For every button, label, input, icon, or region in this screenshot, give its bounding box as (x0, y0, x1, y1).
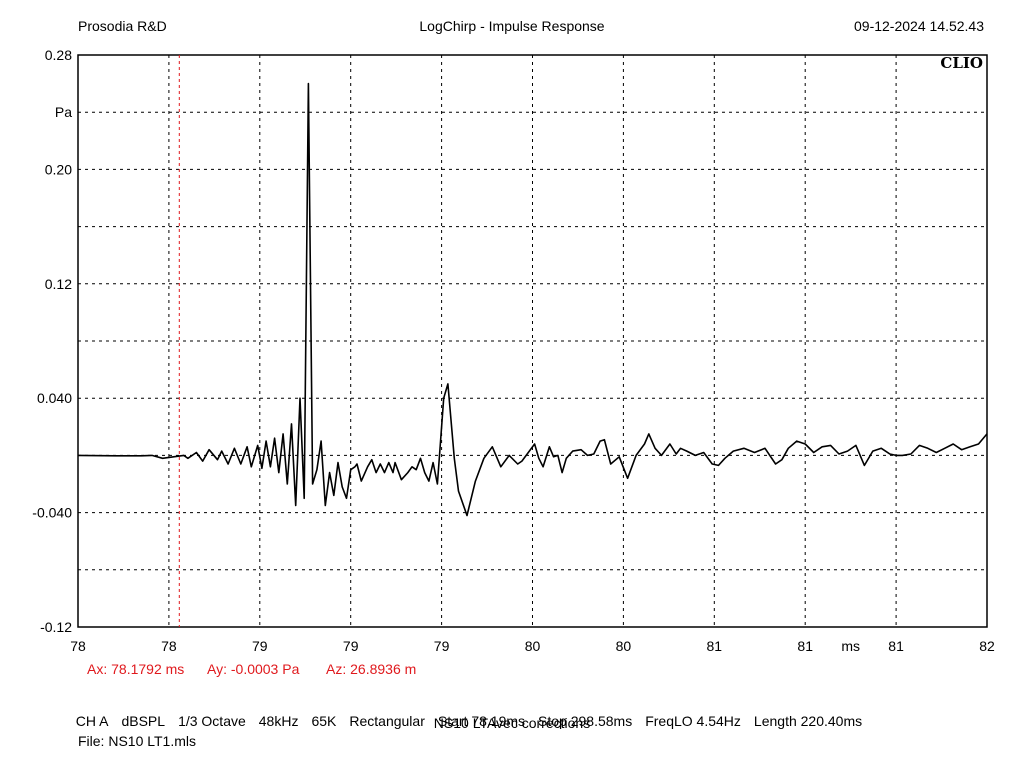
settings-line: CH A dBSPL 1/3 Octave 48kHz 65K Rectangular St… (68, 697, 875, 729)
x-axis-labels: 78 78 79 79 79 80 80 81 81 81 82 ms (70, 638, 995, 654)
cursor-ax-readout: Ax: 78.1792 ms (87, 661, 185, 677)
plot-frame (77, 54, 988, 628)
x-axis-unit: ms (841, 638, 860, 654)
cursor-ay-readout: Ay: -0.0003 Pa (207, 661, 300, 677)
y-tick-label: 0.12 (45, 276, 72, 292)
setting-smoothing: 1/3 Octave (178, 713, 246, 729)
setting-window: Rectangular (349, 713, 425, 729)
x-tick-label: 80 (525, 638, 541, 654)
setting-freqlo: FreqLO 4.54Hz (645, 713, 741, 729)
cursor-az-readout: Az: 26.8936 m (326, 661, 417, 677)
x-tick-label: 78 (70, 638, 86, 654)
setting-start: Start 78.19ms (437, 713, 526, 729)
clio-logo: CLIO (940, 54, 983, 72)
x-tick-label: 81 (707, 638, 723, 654)
measurement-subtitle: NS10 LTAvec corrections (433, 715, 591, 731)
x-tick-label: 81 (797, 638, 813, 654)
setting-samplerate: 48kHz (258, 713, 299, 729)
file-name: File: NS10 LT1.mls (78, 733, 196, 749)
y-axis-labels: 0.28 Pa 0.20 0.12 0.040 -0.040 -0.12 (32, 47, 72, 635)
x-tick-label: 79 (343, 638, 359, 654)
y-tick-label: 0.040 (37, 390, 72, 406)
grid (78, 55, 987, 627)
header-company: Prosodia R&D (78, 18, 167, 34)
setting-length: Length 220.40ms (753, 713, 863, 729)
y-tick-label: -0.040 (32, 505, 72, 521)
y-tick-label: 0.20 (45, 161, 72, 177)
y-tick-label: Pa (55, 104, 72, 120)
x-tick-label: 79 (252, 638, 268, 654)
setting-stop: Stop 298.58ms (538, 713, 633, 729)
x-tick-label: 80 (616, 638, 632, 654)
y-tick-label: -0.12 (40, 619, 72, 635)
x-tick-label: 82 (979, 638, 995, 654)
x-tick-label: 78 (161, 638, 177, 654)
chart-title: LogChirp - Impulse Response (419, 18, 605, 34)
setting-channel: CH A (75, 713, 109, 729)
x-tick-label: 81 (888, 638, 904, 654)
x-tick-label: 79 (434, 638, 450, 654)
impulse-trace (77, 82, 988, 517)
y-tick-label: 0.28 (45, 47, 72, 63)
header-timestamp: 09-12-2024 14.52.43 (854, 18, 984, 34)
setting-units: dBSPL (121, 713, 166, 729)
setting-fft-size: 65K (311, 713, 337, 729)
